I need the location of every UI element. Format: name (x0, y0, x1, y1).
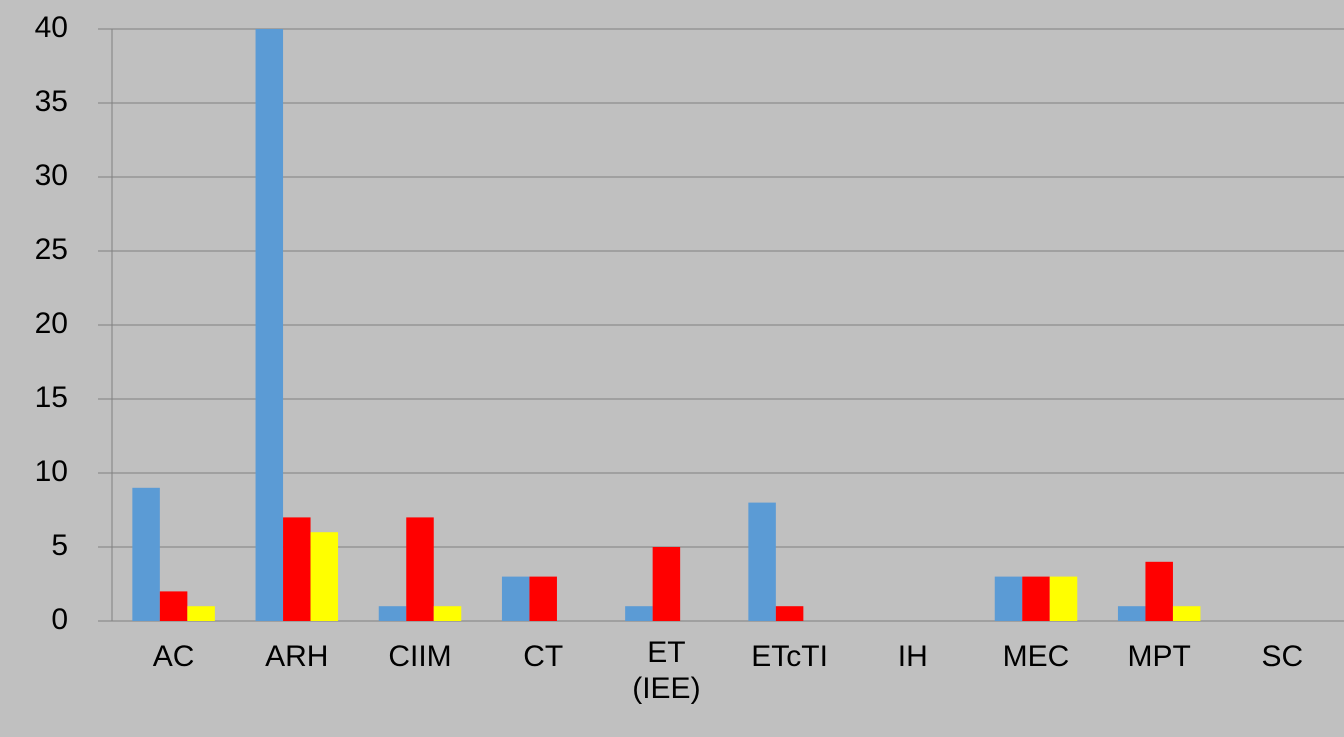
bar (748, 502, 776, 621)
x-tick-label: ETcTI (751, 640, 828, 673)
x-tick-label: CIIM (388, 640, 452, 673)
x-tick-label: CT (523, 640, 564, 673)
bar (652, 547, 681, 621)
y-tick-label: 10 (35, 455, 68, 488)
bar (378, 606, 407, 621)
bar (529, 576, 557, 621)
bar (775, 606, 804, 621)
y-tick-label: 0 (51, 603, 68, 636)
bar (187, 606, 215, 621)
x-tick-label: MEC (1002, 640, 1070, 673)
y-tick-label: 35 (35, 85, 68, 118)
y-tick-label: 15 (35, 381, 68, 414)
bar (283, 517, 311, 621)
x-tick-label: ARH (265, 640, 329, 673)
bar (1049, 576, 1078, 621)
bar (159, 591, 188, 621)
bar (501, 576, 530, 621)
bar (1145, 561, 1173, 621)
bar (994, 576, 1023, 621)
x-tick-label: ET (IEE) (632, 636, 701, 705)
x-tick-label: AC (152, 640, 195, 673)
bar (1117, 606, 1146, 621)
bar (1022, 576, 1050, 621)
bar (310, 532, 339, 621)
y-tick-label: 30 (35, 159, 68, 192)
bar (433, 606, 462, 621)
y-tick-label: 40 (35, 11, 68, 44)
x-tick-label: SC (1261, 640, 1304, 673)
bar (625, 606, 653, 621)
x-tick-label: IH (897, 640, 928, 673)
y-tick-label: 20 (35, 307, 68, 340)
bar (255, 29, 284, 621)
x-tick-label: MPT (1127, 640, 1191, 673)
y-tick-label: 25 (35, 233, 68, 266)
bar (1172, 606, 1201, 621)
y-tick-label: 5 (51, 529, 68, 562)
bar (406, 517, 434, 621)
bar (132, 487, 160, 621)
